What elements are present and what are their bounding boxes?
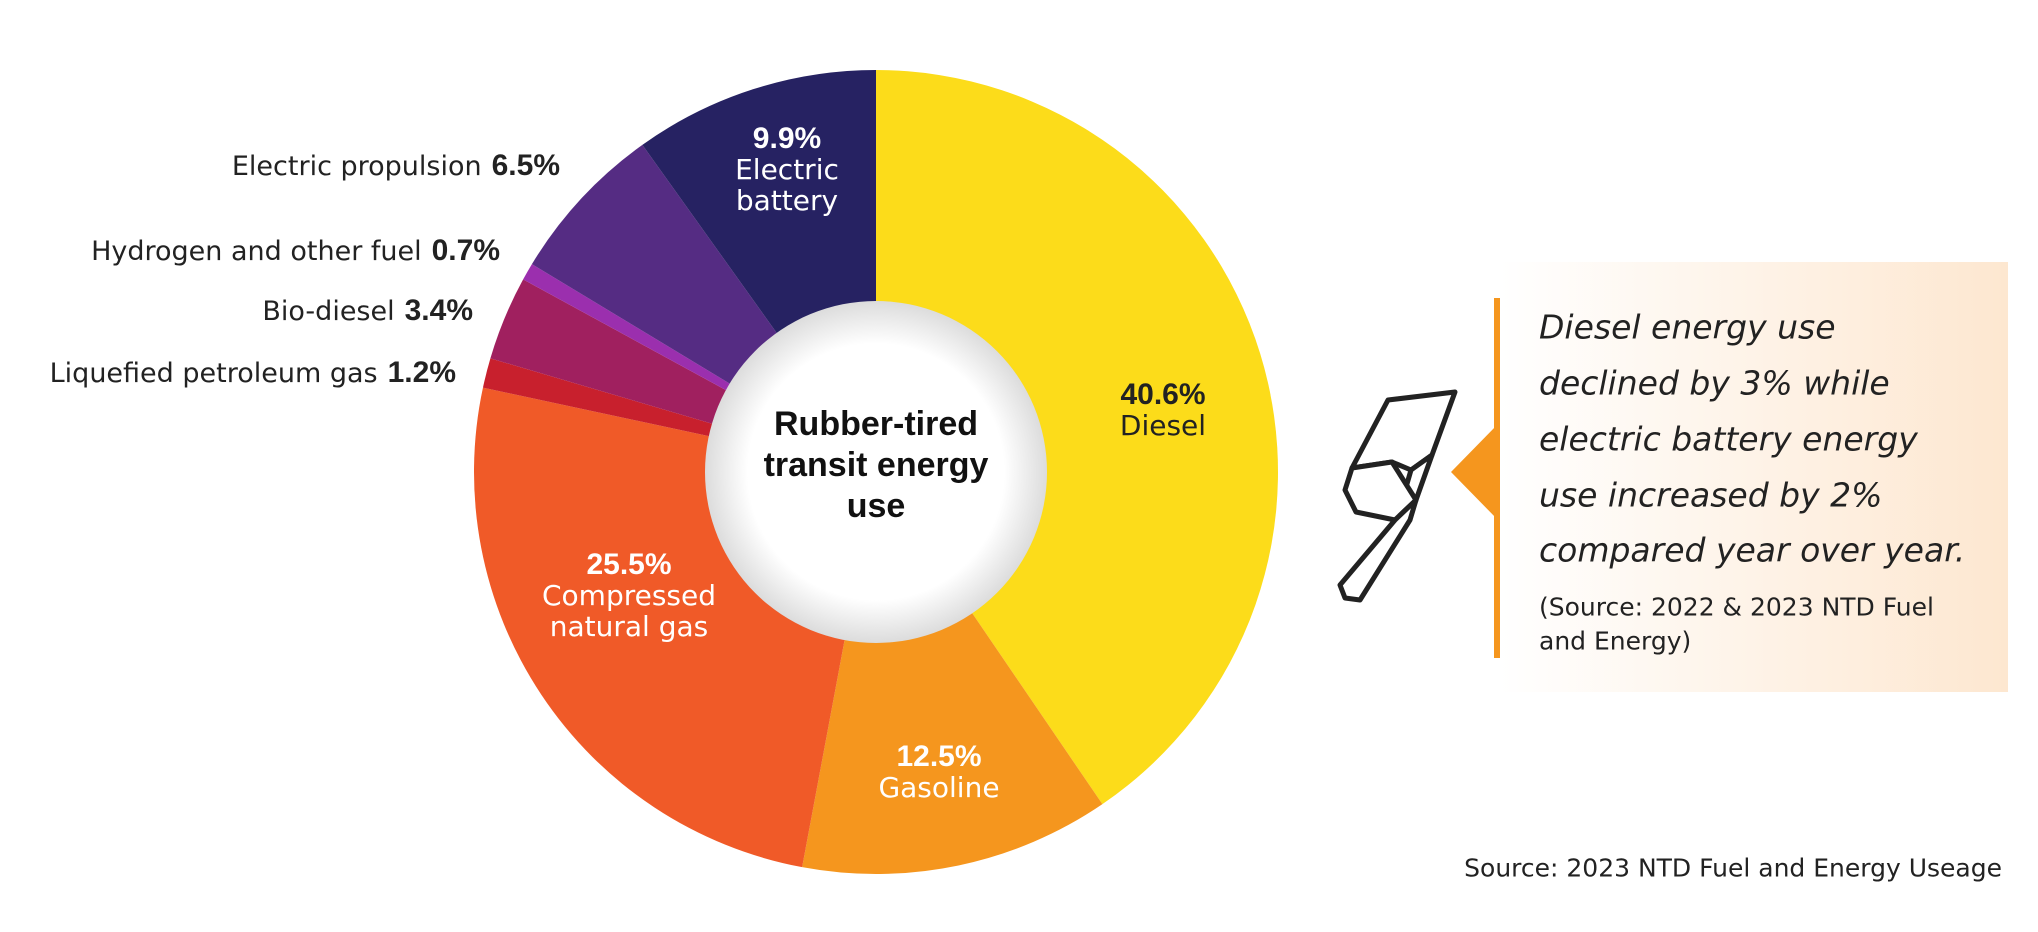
value-label: 1.2% xyxy=(387,356,456,389)
slice xyxy=(876,70,1278,805)
callout-text: use increased by 2% xyxy=(1539,475,1883,515)
callout-source: and Energy) xyxy=(1539,626,1692,656)
callout-text: compared year over year. xyxy=(1539,530,1966,570)
value-label: 40.6% xyxy=(1120,378,1206,411)
donut-hole xyxy=(705,301,1047,643)
slice-label: 12.5% Gasoline xyxy=(859,740,1019,804)
category-label: Hydrogen and other fuel xyxy=(91,236,422,267)
lightning-icon xyxy=(1337,389,1458,603)
external-label: Hydrogen and other fuel 0.7% xyxy=(91,234,500,268)
category-label: Electric propulsion xyxy=(231,151,482,182)
value-label: 12.5% xyxy=(896,740,982,773)
callout-source: (Source: 2022 & 2023 NTD Fuel xyxy=(1539,592,1934,622)
category-label: Liquefied petroleum gas xyxy=(49,358,378,389)
value-label: 3.4% xyxy=(404,294,473,327)
category-label: Diesel xyxy=(1119,409,1207,442)
value-label: 9.9% xyxy=(752,122,822,155)
source-note: Source: 2023 NTD Fuel and Energy Useage xyxy=(1464,853,2002,883)
callout-text: Diesel energy use xyxy=(1539,307,1836,347)
center-title: Rubber-tired transit energy use xyxy=(763,405,989,525)
category-label: Compressed natural gas xyxy=(541,579,717,643)
external-label: Bio-diesel 3.4% xyxy=(262,294,473,328)
callout-pointer xyxy=(1451,425,1497,519)
external-label: Liquefied petroleum gas 1.2% xyxy=(50,356,456,390)
slice-label: 25.5% Compressed natural gas xyxy=(529,548,729,643)
value-label: 0.7% xyxy=(431,234,500,267)
callout-text: electric battery energy xyxy=(1539,419,1918,459)
category-label: Bio-diesel xyxy=(262,296,395,327)
external-label: Electric propulsion 6.5% xyxy=(232,149,560,183)
value-label: 6.5% xyxy=(491,149,560,182)
value-label: 25.5% xyxy=(586,548,672,581)
callout-box xyxy=(1500,262,2008,692)
slice-label: 9.9% Electric battery xyxy=(722,122,852,217)
slice-label: 40.6% Diesel xyxy=(1093,378,1233,442)
category-label: Gasoline xyxy=(878,771,1000,804)
callout-text: declined by 3% while xyxy=(1539,363,1890,403)
category-label: Electric battery xyxy=(735,153,839,217)
